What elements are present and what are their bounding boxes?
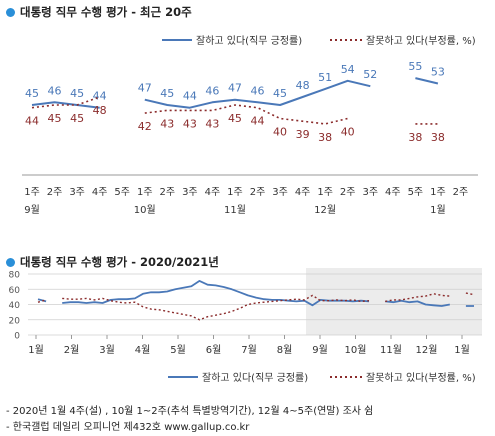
approve-line-2020 (37, 280, 474, 307)
week-tick-label: 2주 (340, 187, 356, 198)
month-tick-label: 11월 (380, 344, 402, 356)
week-tick-label: 4주 (385, 187, 401, 198)
month-tick-label: 9월 (24, 204, 40, 216)
approve-data-label: 47 (138, 82, 152, 95)
y-tick-label: 60 (9, 286, 21, 296)
month-tick-label: 2월 (64, 344, 80, 356)
week-tick-label: 1주 (430, 187, 446, 198)
chart2-title-text: 대통령 직무 수행 평가 - 2020/2021년 (20, 255, 219, 269)
approve-data-label: 46 (251, 84, 265, 97)
y-tick-label: 40 (9, 301, 21, 311)
legend-approve-label: 잘하고 있다(직무 긍정률) (196, 34, 302, 47)
month-tick-label: 9월 (312, 344, 328, 356)
disapprove-data-label: 45 (48, 112, 62, 125)
approve-data-label: 46 (48, 84, 62, 97)
disapprove-data-label: 45 (228, 112, 242, 125)
disapprove-data-label: 43 (205, 117, 219, 130)
week-tick-label: 1주 (317, 187, 333, 198)
month-tick-label: 1월 (454, 344, 470, 356)
disapprove-data-label: 42 (138, 120, 152, 133)
approve-data-label: 45 (160, 87, 174, 100)
month-tick-label: 7월 (241, 344, 257, 356)
disapprove-line-2020 (37, 292, 475, 321)
disapprove-data-label: 44 (25, 115, 39, 128)
disapprove-line (31, 96, 438, 125)
approve-data-label: 53 (431, 65, 445, 78)
week-tick-label: 2주 (453, 187, 469, 198)
approve-line (31, 77, 439, 109)
bullet-dot-icon (6, 257, 15, 267)
week-tick-label: 2주 (250, 187, 266, 198)
month-tick-label: 8월 (277, 344, 293, 356)
approve-data-label: 54 (341, 63, 355, 76)
chart1-title: 대통령 직무 수행 평가 - 최근 20주 (6, 4, 192, 20)
legend-disapprove-label: 잘못하고 있다(부정률, %) (366, 371, 476, 384)
month-tick-label: 10월 (134, 204, 156, 216)
disapprove-data-label: 43 (160, 117, 174, 130)
legend-approve-label: 잘하고 있다(직무 긍정률) (202, 371, 308, 384)
week-tick-label: 1주 (137, 187, 153, 198)
month-tick-label: 10월 (345, 344, 367, 356)
disapprove-data-label: 38 (318, 131, 332, 144)
week-tick-label: 4주 (92, 187, 108, 198)
approve-data-label: 44 (183, 90, 197, 103)
month-tick-label: 1월 (28, 344, 44, 356)
approve-data-label: 46 (205, 84, 219, 97)
disapprove-data-label: 38 (431, 131, 445, 144)
approve-data-label: 55 (408, 60, 422, 73)
week-tick-label: 2주 (160, 187, 176, 198)
disapprove-data-label: 39 (296, 128, 310, 141)
footnote-1: - 2020년 1월 4주(설) , 10월 1~2주(추석 특별방역기간), … (6, 406, 374, 417)
month-tick-label: 4월 (135, 344, 151, 356)
week-tick-label: 3주 (182, 187, 198, 198)
month-tick-label: 5월 (170, 344, 186, 356)
week-tick-label: 1주 (24, 187, 40, 198)
legend-disapprove-label: 잘못하고 있다(부정률, %) (366, 34, 476, 47)
approve-data-label: 47 (228, 82, 242, 95)
y-tick-label: 0 (14, 332, 20, 342)
disapprove-data-label: 48 (93, 104, 107, 117)
month-tick-label: 12월 (416, 344, 438, 356)
approve-data-label: 45 (273, 87, 287, 100)
month-tick-label: 1월 (430, 204, 446, 216)
footnote-2: - 한국갤럽 데일리 오피니언 제432호 www.gallup.co.kr (6, 422, 250, 433)
month-tick-label: 11월 (224, 204, 246, 216)
disapprove-data-label: 44 (251, 115, 265, 128)
disapprove-data-label: 40 (341, 126, 355, 139)
week-tick-label: 3주 (272, 187, 288, 198)
approve-data-label: 45 (70, 87, 84, 100)
chart1-plot: 잘하고 있다(직무 긍정률) 잘못하고 있다(부정률, %) 45 46 45 44 47 4… (22, 34, 478, 216)
week-tick-label: 5주 (114, 187, 130, 198)
approve-data-label: 52 (363, 68, 377, 81)
week-tick-label: 4주 (205, 187, 221, 198)
approve-data-label: 48 (296, 79, 310, 92)
month-tick-label: 12월 (314, 204, 336, 216)
week-tick-label: 2주 (47, 187, 63, 198)
approve-data-label: 51 (318, 71, 332, 84)
week-tick-label: 1주 (227, 187, 243, 198)
chart2-plot: 0 20 40 60 80 1월 2월 3월 4월 5월 6월 7월 8월 9월 10월 11월 12월 1월잘하… (9, 268, 482, 384)
y-tick-label: 20 (9, 316, 21, 326)
disapprove-data-label: 43 (183, 117, 197, 130)
approve-data-label: 45 (25, 87, 39, 100)
disapprove-data-label: 45 (70, 112, 84, 125)
week-tick-label: 4주 (295, 187, 311, 198)
approve-data-label: 44 (93, 90, 107, 103)
bullet-dot-icon (6, 7, 15, 17)
week-tick-label: 5주 (408, 187, 424, 198)
chart2-title: 대통령 직무 수행 평가 - 2020/2021년 (6, 254, 219, 270)
disapprove-data-label: 40 (273, 126, 287, 139)
disapprove-data-label: 38 (408, 131, 422, 144)
week-tick-label: 3주 (69, 187, 85, 198)
week-tick-label: 3주 (362, 187, 378, 198)
month-tick-label: 3월 (99, 344, 115, 356)
y-tick-label: 80 (9, 271, 21, 281)
chart1-title-text: 대통령 직무 수행 평가 - 최근 20주 (20, 5, 192, 19)
month-tick-label: 6월 (206, 344, 222, 356)
